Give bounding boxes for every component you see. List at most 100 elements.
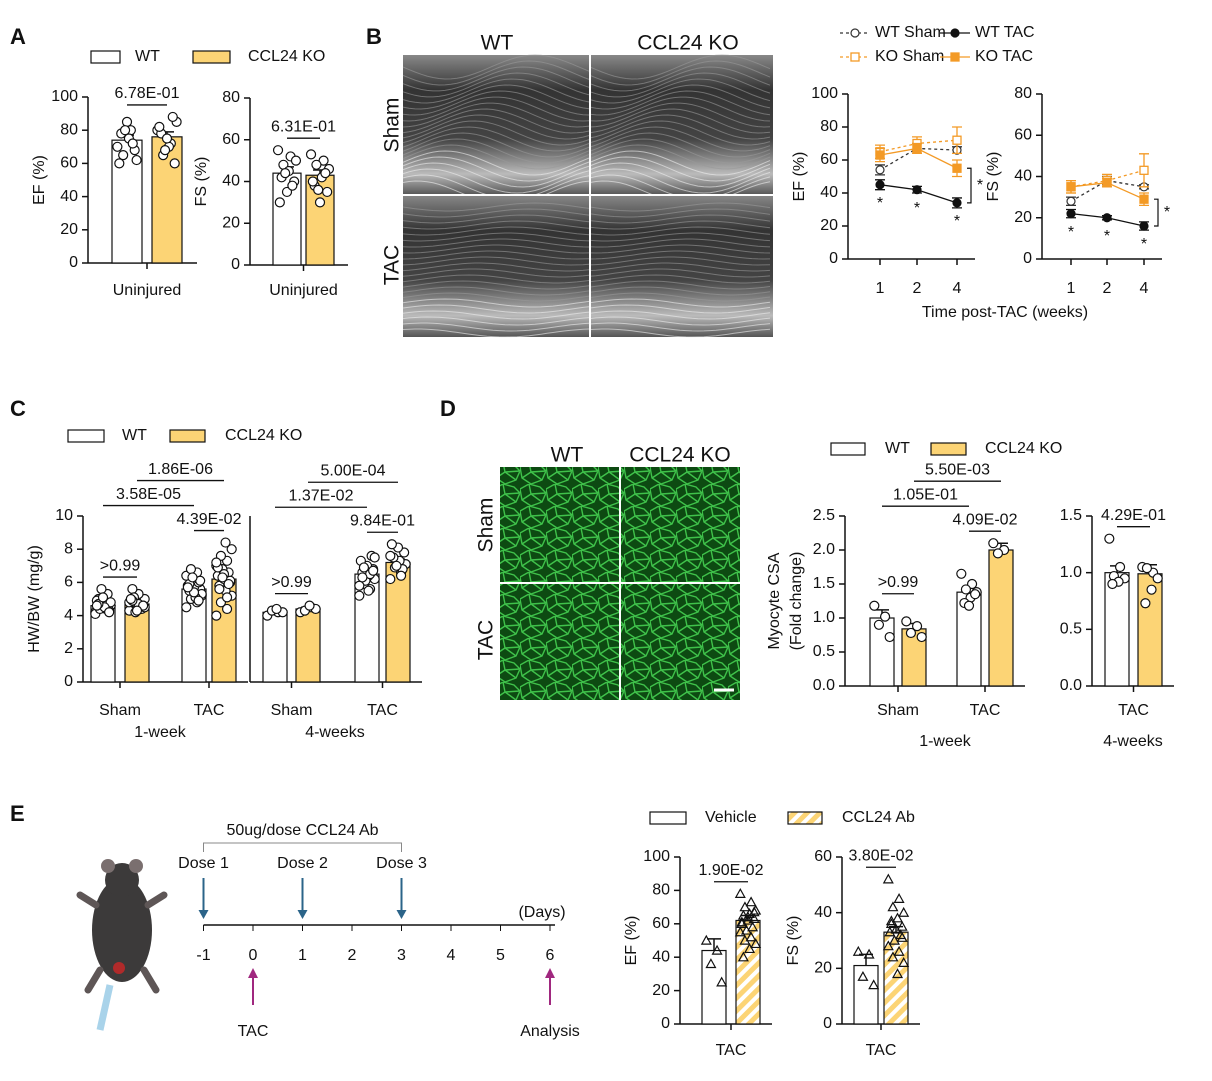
legend-label: CCL24 Ab [842,809,915,826]
x-tick-label: 1 [876,280,885,297]
data-point [290,155,302,166]
legend-marker [950,52,960,62]
data-point [395,570,407,581]
echo-trace [402,310,590,320]
y-tick-label: 80 [820,118,838,135]
data-point [221,603,233,615]
data-point [127,138,138,149]
data-point [1066,209,1076,219]
data-point [217,572,228,583]
data-point [747,921,759,932]
echo-trace [589,96,771,122]
significance-label: * [1141,236,1147,253]
data-point [911,621,923,632]
data-point [892,912,904,923]
echo-trace [402,268,590,278]
data-point [118,150,129,161]
echo-trace [589,102,771,128]
data-point [182,582,193,593]
echo-trace [402,90,590,116]
data-point [1114,561,1126,573]
data-point [354,580,365,591]
data-point [1141,563,1153,574]
data-point [96,583,107,595]
data-point [127,583,138,595]
echo-trace [589,156,771,182]
data-point [1066,182,1076,192]
echo-trace [402,102,590,128]
legend-label: KO Sham [875,48,944,65]
event-label: TAC [238,1023,269,1040]
y-tick-label: 100 [51,88,78,105]
echo-trace [402,202,590,212]
data-point [169,158,180,169]
bar [853,964,879,1025]
data-point [112,141,123,152]
x-tick-label: Sham [877,702,919,719]
data-point [887,901,899,912]
echo-trace [589,268,771,278]
data-point [211,557,222,568]
row-label: Sham [381,98,404,153]
y-tick-label: 80 [60,121,78,138]
data-point [1139,165,1149,175]
legend-swatch [649,811,687,825]
y-tick-label: 20 [1014,209,1032,226]
echo-trace [402,292,590,302]
row-label: TAC [381,245,404,285]
data-point [882,873,894,884]
timeline-tick-label: 3 [397,947,406,964]
y-tick-label: 0.0 [1060,677,1082,694]
data-point [748,913,760,923]
group-label: 1-week [134,724,187,741]
data-point [181,602,192,613]
timeline-title: 50ug/dose CCL24 Ab [226,822,378,839]
arrow-head [248,968,258,978]
data-point [121,116,133,128]
y-tick-label: 0 [823,1015,832,1032]
data-point [223,578,234,590]
legend-label: WT Sham [875,24,946,41]
data-point [863,948,875,959]
data-point [1102,178,1112,188]
y-tick-label: 0 [829,250,838,267]
y-axis-label: Myocyte CSA [766,552,783,649]
y-tick-label: 0 [69,254,78,271]
echo-trace [589,244,771,254]
timeline-tick-label: 2 [348,947,357,964]
p-value-label: 6.78E-01 [115,85,180,102]
data-point [952,163,962,173]
x-axis-label: Time post-TAC (weeks) [922,304,1088,321]
arrow-head [297,910,308,919]
y-tick-label: 1.0 [1060,564,1082,581]
echo-trace [402,274,590,284]
row-label: TAC [475,620,498,660]
data-point [711,944,723,955]
significance-label: * [1164,204,1170,221]
echo-trace [589,54,771,80]
legend-label: CCL24 KO [985,440,1062,457]
dose-label: Dose 3 [376,855,427,872]
timeline-unit: (Days) [518,904,565,921]
y-tick-label: 2 [64,640,73,657]
data-point [916,631,927,643]
data-point [952,135,962,145]
data-point [742,911,754,922]
data-point [887,951,899,962]
y-tick-label: 6 [64,574,73,591]
error-bar [707,938,721,951]
x-tick-label: TAC [367,702,398,719]
echo-trace [402,84,590,110]
echo-trace [589,208,771,218]
arrow-head [396,910,407,919]
significance-label: * [1068,224,1074,241]
echo-trace [402,66,590,92]
p-value-label: 3.58E-05 [116,486,181,503]
echo-trace [402,214,590,224]
data-point [875,180,885,190]
data-point [287,180,298,191]
echo-image [590,195,773,337]
x-tick-label: 2 [913,280,922,297]
legend-swatch [90,50,121,64]
